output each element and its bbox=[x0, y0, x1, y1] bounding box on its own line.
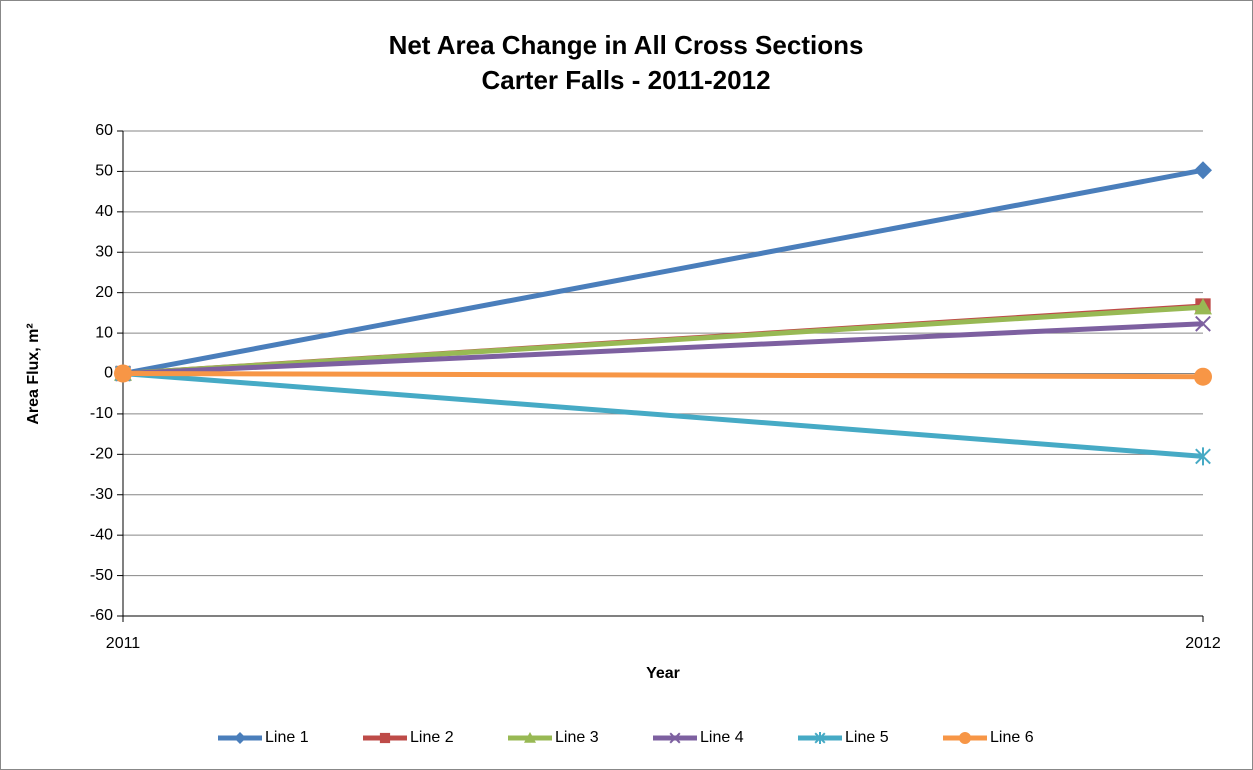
plot-lines bbox=[114, 161, 1212, 466]
chart-subtitle: Carter Falls - 2011-2012 bbox=[481, 65, 770, 95]
y-tick-label: -10 bbox=[90, 405, 113, 422]
x-tick-label: 2011 bbox=[106, 635, 141, 652]
marker bbox=[1195, 447, 1211, 466]
series-line bbox=[122, 371, 1204, 459]
series-line bbox=[122, 304, 1204, 376]
legend-label: Line 6 bbox=[990, 729, 1034, 746]
x-tick-label: 2012 bbox=[1185, 635, 1221, 652]
legend-label: Line 1 bbox=[265, 729, 309, 746]
marker bbox=[114, 364, 132, 383]
marker bbox=[1194, 367, 1212, 386]
marker bbox=[1194, 298, 1212, 315]
legend: Line 1 Line 2 Line 3 Line 4 Line 5 Line 6 bbox=[218, 729, 1034, 746]
y-tick-label: 20 bbox=[95, 284, 113, 301]
legend-label: Line 5 bbox=[845, 729, 889, 746]
y-tick-label: 40 bbox=[95, 203, 113, 220]
y-tick-label: 60 bbox=[95, 122, 113, 139]
series-line bbox=[122, 167, 1204, 376]
x-axis-title: Year bbox=[646, 665, 680, 682]
y-tick-label: 0 bbox=[104, 365, 113, 382]
marker bbox=[1195, 315, 1211, 332]
marker bbox=[379, 732, 391, 744]
y-tick-label: -50 bbox=[90, 567, 113, 584]
marker bbox=[959, 732, 971, 744]
legend-label: Line 2 bbox=[410, 729, 454, 746]
legend-label: Line 4 bbox=[700, 729, 744, 746]
marker bbox=[524, 732, 536, 743]
y-tick-label: 50 bbox=[95, 163, 113, 180]
y-tick-label: -40 bbox=[90, 526, 113, 543]
chart-title: Net Area Change in All Cross Sections bbox=[389, 30, 864, 60]
marker bbox=[234, 732, 246, 744]
marker bbox=[669, 732, 681, 744]
y-axis-title: Area Flux, m² bbox=[25, 323, 42, 424]
marker bbox=[814, 732, 826, 744]
marker bbox=[1194, 161, 1212, 180]
y-tick-label: -60 bbox=[90, 607, 113, 624]
legend-label: Line 3 bbox=[555, 729, 599, 746]
series-line bbox=[122, 321, 1204, 376]
y-tick-label: -20 bbox=[90, 446, 113, 463]
y-tick-label: 10 bbox=[95, 324, 113, 341]
y-tick-label: -30 bbox=[90, 486, 113, 503]
series-line bbox=[122, 371, 1204, 380]
y-tick-label: 30 bbox=[95, 243, 113, 260]
